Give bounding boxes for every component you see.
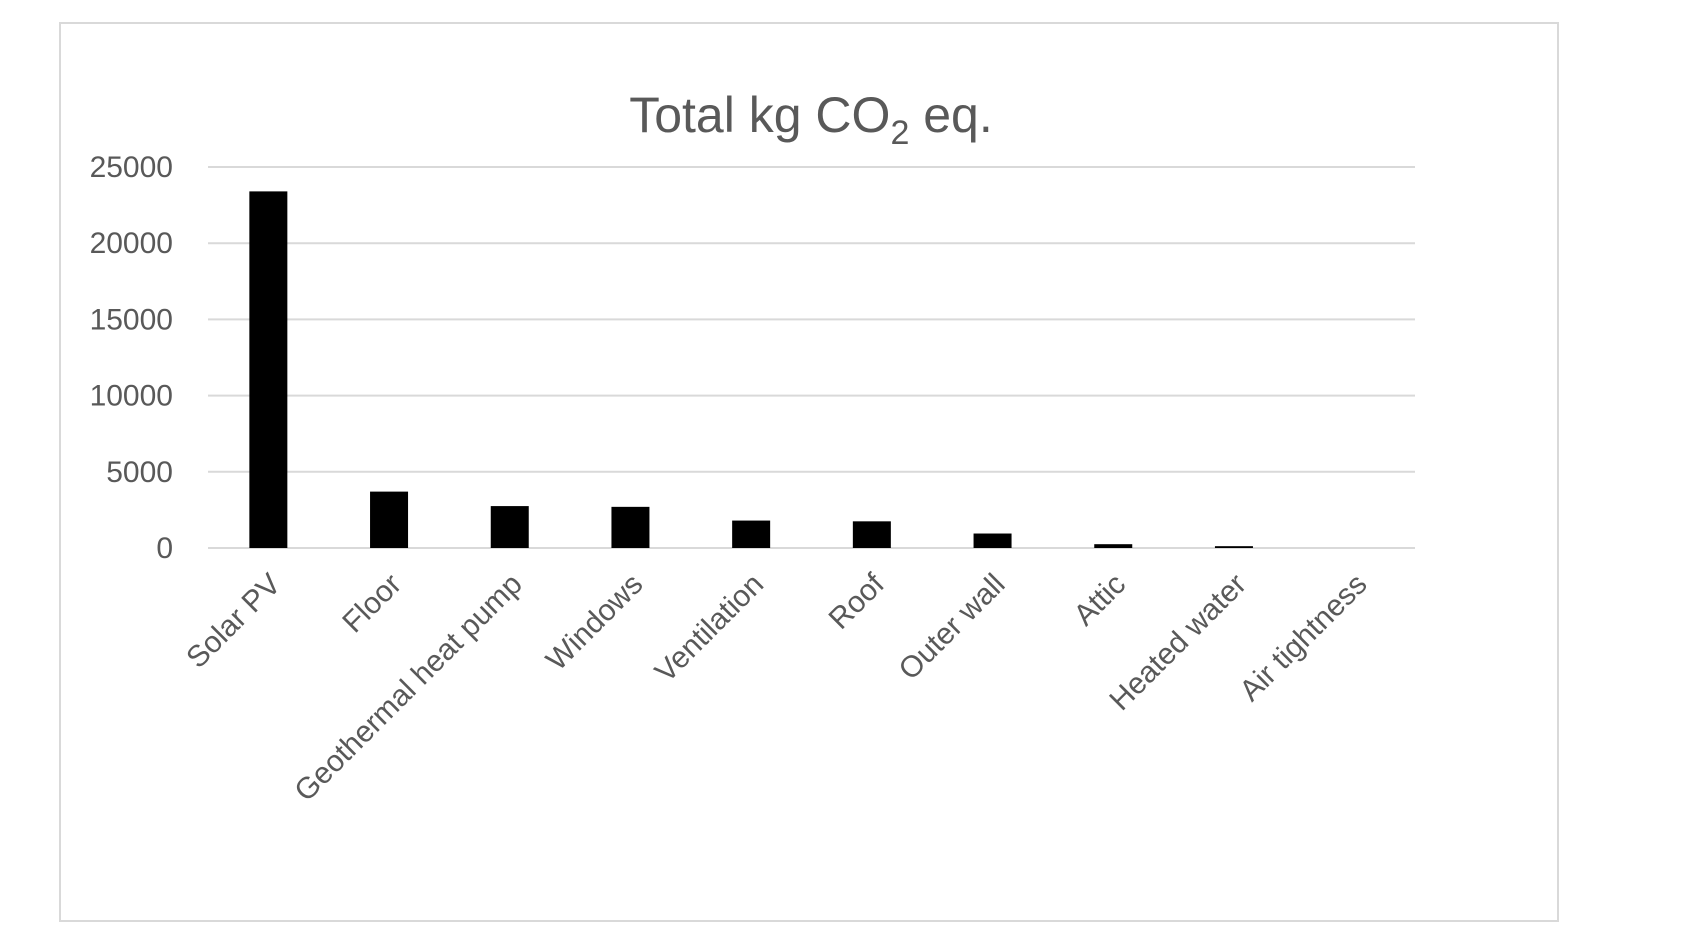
y-tick-label: 20000 xyxy=(90,227,173,260)
bar xyxy=(490,506,529,548)
y-axis-ticks: 0 5000 10000 15000 20000 25000 xyxy=(90,151,173,565)
x-category-label: Floor xyxy=(336,568,408,640)
bars xyxy=(249,191,1253,548)
y-tick-label: 15000 xyxy=(90,303,173,336)
bar xyxy=(973,533,1012,548)
chart-frame: Total kg CO2 eq. 0 5000 10000 15000 20000 250… xyxy=(59,22,1559,922)
x-category-label: Ventilation xyxy=(649,568,770,689)
chart-title: Total kg CO2 eq. xyxy=(629,87,993,152)
x-category-label: Roof xyxy=(823,567,892,636)
bar xyxy=(370,491,409,548)
bar xyxy=(249,191,288,548)
y-tick-label: 0 xyxy=(156,532,173,565)
title-subscript: 2 xyxy=(890,114,909,152)
x-category-label: Solar PV xyxy=(180,568,287,675)
bar xyxy=(852,521,891,548)
x-category-label: Air tightness xyxy=(1234,568,1374,708)
y-tick-label: 5000 xyxy=(106,456,173,489)
bar xyxy=(732,520,771,548)
y-tick-label: 10000 xyxy=(90,380,173,413)
x-category-label: Outer wall xyxy=(893,568,1012,687)
x-category-label: Attic xyxy=(1068,568,1133,633)
y-tick-label: 25000 xyxy=(90,151,173,184)
bar xyxy=(611,506,650,548)
bar xyxy=(1214,546,1253,548)
title-main: Total kg CO xyxy=(629,87,890,143)
bar-chart: Total kg CO2 eq. 0 5000 10000 15000 20000 250… xyxy=(90,87,1415,808)
x-category-label: Geothermal heat pump xyxy=(288,568,528,808)
title-suffix: eq. xyxy=(909,87,992,143)
bar xyxy=(1094,544,1133,548)
gridlines xyxy=(208,166,1415,549)
x-category-label: Windows xyxy=(540,568,649,677)
